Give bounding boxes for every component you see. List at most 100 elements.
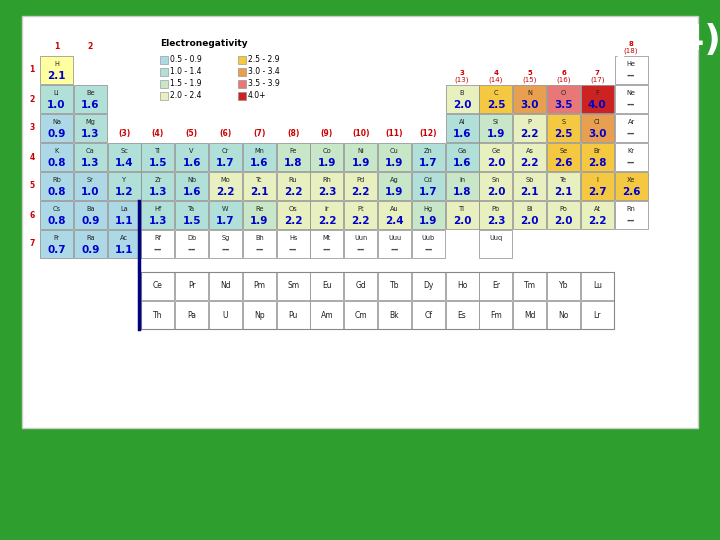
Bar bbox=[40, 114, 73, 142]
Bar bbox=[378, 272, 411, 300]
Text: Re: Re bbox=[255, 206, 264, 212]
Text: (3): (3) bbox=[118, 129, 130, 138]
Text: (18): (18) bbox=[624, 48, 639, 54]
Text: 1.5: 1.5 bbox=[182, 216, 201, 226]
Bar bbox=[141, 272, 613, 329]
Text: Bi: Bi bbox=[526, 206, 533, 212]
Text: 1: 1 bbox=[54, 42, 59, 51]
Bar bbox=[310, 301, 343, 329]
Text: Sb: Sb bbox=[526, 177, 534, 183]
Bar bbox=[480, 201, 513, 229]
Text: 2: 2 bbox=[30, 94, 35, 104]
Text: Rf: Rf bbox=[154, 234, 161, 240]
Text: 1.0: 1.0 bbox=[48, 100, 66, 110]
Text: 4: 4 bbox=[30, 152, 35, 161]
Text: 3: 3 bbox=[459, 70, 464, 76]
Text: Pb: Pb bbox=[492, 206, 500, 212]
Text: 3.5 - 3.9: 3.5 - 3.9 bbox=[248, 79, 280, 89]
Text: 1.3: 1.3 bbox=[81, 129, 99, 139]
Text: 2.2: 2.2 bbox=[284, 216, 302, 226]
Bar bbox=[160, 56, 168, 64]
Bar bbox=[547, 301, 580, 329]
Bar bbox=[40, 85, 73, 113]
Text: Tc: Tc bbox=[256, 177, 263, 183]
Text: Bh: Bh bbox=[255, 234, 264, 240]
Text: --: -- bbox=[390, 245, 399, 255]
Text: 3.0 - 3.4: 3.0 - 3.4 bbox=[248, 68, 280, 77]
Text: U: U bbox=[222, 310, 228, 320]
Text: (4): (4) bbox=[152, 129, 164, 138]
Bar bbox=[73, 201, 107, 229]
Text: Uun: Uun bbox=[354, 234, 367, 240]
Text: --: -- bbox=[221, 245, 230, 255]
Bar bbox=[581, 143, 613, 171]
Bar bbox=[276, 230, 310, 258]
Text: Pa: Pa bbox=[187, 310, 196, 320]
Bar bbox=[344, 301, 377, 329]
Text: --: -- bbox=[627, 71, 635, 81]
Text: 2.0: 2.0 bbox=[487, 187, 505, 197]
Text: 1.8: 1.8 bbox=[284, 158, 302, 168]
Bar bbox=[107, 172, 140, 200]
Text: --: -- bbox=[356, 245, 365, 255]
Bar bbox=[480, 230, 513, 258]
Text: 1.9: 1.9 bbox=[385, 187, 404, 197]
Bar bbox=[513, 114, 546, 142]
Bar bbox=[107, 201, 140, 229]
Text: Fe: Fe bbox=[289, 147, 297, 153]
Text: Sm: Sm bbox=[287, 281, 300, 291]
Text: 8: 8 bbox=[629, 41, 634, 47]
Bar bbox=[238, 56, 246, 64]
Text: Mn: Mn bbox=[254, 147, 264, 153]
Text: Ti: Ti bbox=[155, 147, 161, 153]
Text: 1.3: 1.3 bbox=[148, 187, 167, 197]
Text: 2.0: 2.0 bbox=[487, 158, 505, 168]
Bar bbox=[175, 301, 208, 329]
Bar bbox=[446, 114, 479, 142]
Text: Ho: Ho bbox=[457, 281, 467, 291]
Text: Pr: Pr bbox=[188, 281, 196, 291]
Text: --: -- bbox=[627, 129, 635, 139]
Text: 1.9: 1.9 bbox=[250, 216, 269, 226]
Text: Table of electronegativities (p.14): Table of electronegativities (p.14) bbox=[28, 23, 720, 57]
Text: 2.6: 2.6 bbox=[554, 158, 572, 168]
Text: 7: 7 bbox=[595, 70, 600, 76]
Bar bbox=[547, 114, 580, 142]
Bar bbox=[209, 301, 242, 329]
Bar bbox=[209, 230, 242, 258]
Text: (9): (9) bbox=[321, 129, 333, 138]
Bar bbox=[141, 201, 174, 229]
Bar bbox=[412, 301, 445, 329]
Text: 2.3: 2.3 bbox=[487, 216, 505, 226]
Bar bbox=[73, 85, 107, 113]
Text: (11): (11) bbox=[386, 129, 403, 138]
Text: Nd: Nd bbox=[220, 281, 231, 291]
Bar bbox=[378, 172, 411, 200]
Text: Xe: Xe bbox=[627, 177, 635, 183]
Text: --: -- bbox=[187, 245, 196, 255]
Text: 0.9: 0.9 bbox=[81, 216, 99, 226]
Text: H: H bbox=[54, 60, 59, 66]
Bar bbox=[412, 272, 445, 300]
Text: Cs: Cs bbox=[53, 206, 60, 212]
Bar bbox=[480, 143, 513, 171]
Bar bbox=[547, 172, 580, 200]
Bar bbox=[175, 143, 208, 171]
Bar bbox=[547, 143, 580, 171]
Text: 2.0 - 2.4: 2.0 - 2.4 bbox=[170, 91, 202, 100]
Text: Sr: Sr bbox=[87, 177, 94, 183]
Text: 1.1: 1.1 bbox=[115, 245, 133, 255]
Text: 2.6: 2.6 bbox=[622, 187, 640, 197]
Text: 2.2: 2.2 bbox=[521, 158, 539, 168]
Bar bbox=[480, 301, 513, 329]
Bar bbox=[378, 301, 411, 329]
Text: Au: Au bbox=[390, 206, 399, 212]
Text: --: -- bbox=[289, 245, 297, 255]
Text: Co: Co bbox=[323, 147, 331, 153]
Bar bbox=[175, 201, 208, 229]
Text: 1.4: 1.4 bbox=[114, 158, 133, 168]
Text: 2.2: 2.2 bbox=[588, 216, 606, 226]
Bar bbox=[615, 85, 647, 113]
Text: Es: Es bbox=[458, 310, 467, 320]
Text: Am: Am bbox=[320, 310, 333, 320]
